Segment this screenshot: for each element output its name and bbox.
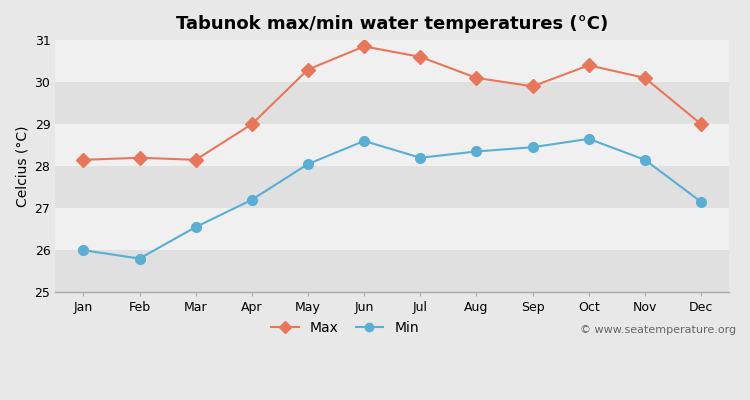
Max	[360, 44, 369, 49]
Bar	[56, 82, 729, 124]
Min	[584, 136, 593, 141]
Max	[416, 54, 424, 59]
Line: Max: Max	[79, 42, 706, 165]
Max	[304, 67, 313, 72]
Min	[416, 155, 424, 160]
Bar	[56, 166, 729, 208]
Title: Tabunok max/min water temperatures (°C): Tabunok max/min water temperatures (°C)	[176, 15, 608, 33]
Min	[248, 197, 256, 202]
Max	[528, 84, 537, 89]
Max	[472, 76, 481, 80]
Bar	[56, 124, 729, 166]
Legend: Max, Min: Max, Min	[266, 316, 424, 341]
Max	[135, 155, 144, 160]
Min	[640, 158, 650, 162]
Max	[584, 63, 593, 68]
Min	[697, 200, 706, 204]
Min	[79, 248, 88, 252]
Min	[191, 225, 200, 230]
Min	[304, 162, 313, 166]
Min	[472, 149, 481, 154]
Min	[360, 138, 369, 143]
Text: © www.seatemperature.org: © www.seatemperature.org	[580, 325, 736, 335]
Max	[697, 122, 706, 126]
Line: Min: Min	[79, 134, 706, 264]
Bar	[56, 250, 729, 292]
Min	[135, 256, 144, 261]
Max	[248, 122, 256, 126]
Bar	[56, 40, 729, 82]
Bar	[56, 208, 729, 250]
Max	[640, 76, 650, 80]
Max	[191, 158, 200, 162]
Max	[79, 158, 88, 162]
Y-axis label: Celcius (°C): Celcius (°C)	[15, 125, 29, 207]
Min	[528, 145, 537, 150]
